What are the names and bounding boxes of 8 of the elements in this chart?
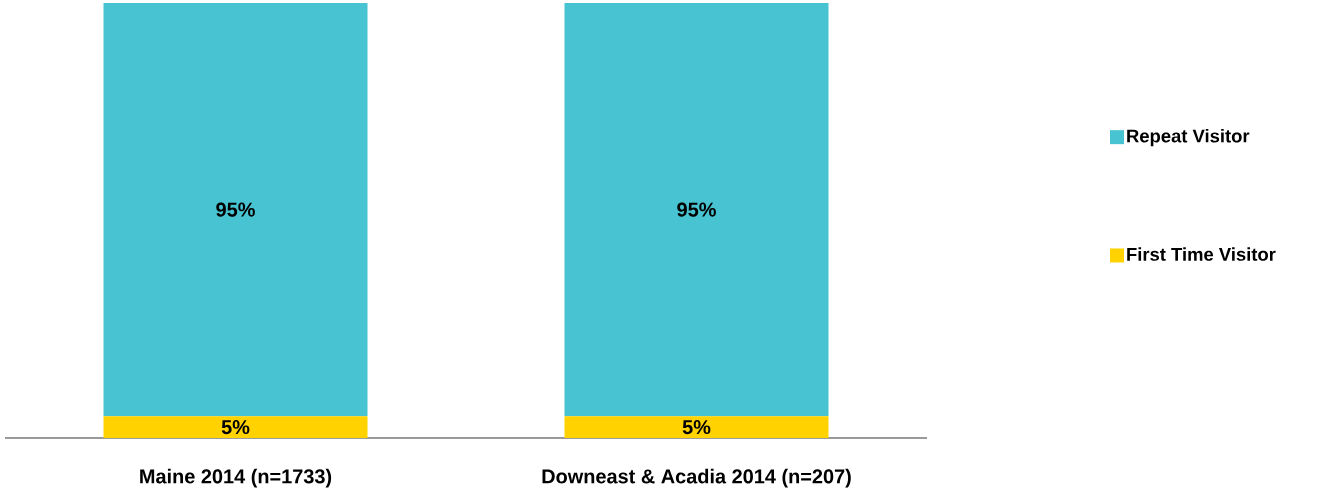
x-tick-label: Downeast & Acadia 2014 (n=207)	[542, 468, 851, 488]
legend-label: First Time Visitor	[1127, 247, 1276, 261]
data-label: 95%	[677, 202, 716, 217]
data-label: 95%	[216, 202, 255, 217]
data-label: 5%	[682, 420, 711, 435]
legend-label: Repeat Visitor	[1127, 128, 1250, 147]
x-tick-label: Maine 2014 (n=1733)	[140, 468, 332, 488]
data-label: 5%	[221, 420, 250, 435]
